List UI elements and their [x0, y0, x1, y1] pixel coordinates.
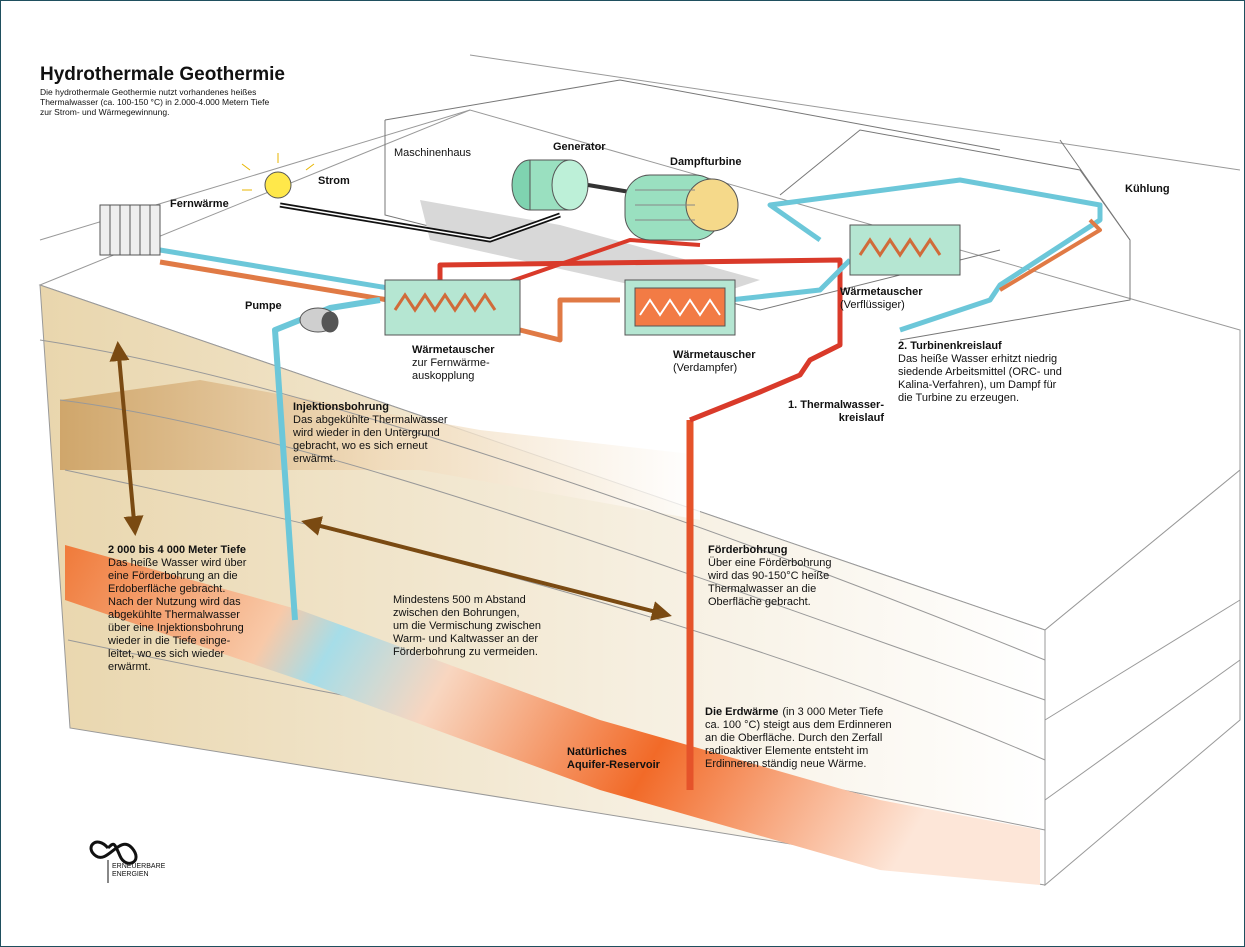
label-line: (Verdampfer)	[673, 362, 737, 374]
logo-line: ERNEUERBARE	[112, 863, 166, 870]
label-line: Das abgekühlte Thermalwasser	[293, 414, 448, 426]
label-line: ca. 100 °C) steigt aus dem Erdinneren	[705, 719, 892, 731]
label-line: Das heiße Wasser wird über	[108, 557, 247, 569]
radiator	[100, 205, 160, 255]
label-line: wird wieder in den Untergrund	[292, 427, 440, 439]
label-line: um die Vermischung zwischen	[393, 620, 541, 632]
diagram: ERNEUERBAREENERGIEN Hydrothermale Geothe…	[0, 0, 1245, 947]
heat-exchanger	[385, 280, 520, 335]
label: Generator	[553, 141, 606, 153]
label-title: Fernwärme	[170, 198, 229, 210]
label-line: Über eine Förderbohrung	[708, 557, 832, 569]
label-line: wieder in die Tiefe einge-	[107, 635, 231, 647]
label-title: Kühlung	[1125, 183, 1170, 195]
heat-exchanger	[850, 225, 960, 275]
label-title: Förderbohrung	[708, 544, 787, 556]
label-title: Injektionsbohrung	[293, 401, 389, 413]
label-title: Pumpe	[245, 300, 282, 312]
label: Fernwärme	[170, 198, 229, 210]
description: Thermalwasser (ca. 100-150 °C) in 2.000-…	[40, 97, 270, 107]
label-title: Wärmetauscher	[673, 349, 756, 361]
label-title: Die Erdwärme	[705, 706, 778, 718]
label-line: leitet, wo es sich wieder	[108, 648, 224, 660]
label: Dampfturbine	[670, 156, 742, 168]
label: Strom	[318, 175, 350, 187]
label-line: zwischen den Bohrungen,	[393, 607, 520, 619]
label-line: kreislauf	[839, 412, 885, 424]
label-line: zur Fernwärme-	[412, 357, 490, 369]
label-line: Aquifer-Reservoir	[567, 759, 661, 771]
label-title: Strom	[318, 175, 350, 187]
label-line: Thermalwasser an die	[708, 583, 816, 595]
label: Pumpe	[245, 300, 282, 312]
label-line: über eine Injektionsbohrung	[108, 622, 244, 634]
label-line: radioaktiver Elemente entsteht im	[705, 745, 868, 757]
label-title: 1. Thermalwasser-	[788, 399, 884, 411]
label-line: erwärmt.	[108, 661, 151, 673]
label-line: Nach der Nutzung wird das	[108, 596, 241, 608]
label-line: Warm- und Kaltwasser an der	[393, 633, 538, 645]
logo-line: ENERGIEN	[112, 871, 149, 878]
label-line: an die Oberfläche. Durch den Zerfall	[705, 732, 882, 744]
label-line: Erdinneren ständig neue Wärme.	[705, 758, 866, 770]
label-line: Das heiße Wasser erhitzt niedrig	[898, 353, 1057, 365]
label-line: Erdoberfläche gebracht.	[108, 583, 225, 595]
label-line: Mindestens 500 m Abstand	[393, 594, 526, 606]
label-title: Natürliches	[567, 746, 627, 758]
description: zur Strom- und Wärmegewinnung.	[40, 107, 169, 117]
label-line: (in 3 000 Meter Tiefe	[782, 706, 883, 718]
label-line: auskopplung	[412, 370, 474, 382]
label-line: abgekühlte Thermalwasser	[108, 609, 240, 621]
label-line: Oberfläche gebracht.	[708, 596, 811, 608]
label-title: 2 000 bis 4 000 Meter Tiefe	[108, 544, 246, 556]
label-line: gebracht, wo es sich erneut	[293, 440, 428, 452]
label-title: Maschinenhaus	[394, 147, 472, 159]
label: Maschinenhaus	[394, 147, 472, 159]
heat-exchanger	[625, 280, 735, 335]
title: Hydrothermale Geothermie	[40, 64, 285, 85]
label-line: Förderbohrung zu vermeiden.	[393, 646, 538, 658]
label-title: Wärmetauscher	[412, 344, 495, 356]
label-title: Generator	[553, 141, 606, 153]
label-title: 2. Turbinenkreislauf	[898, 340, 1002, 352]
label-title: Dampfturbine	[670, 156, 742, 168]
label-line: die Turbine zu erzeugen.	[898, 392, 1019, 404]
label-line: eine Förderbohrung an die	[108, 570, 238, 582]
label-line: (Verflüssiger)	[840, 299, 905, 311]
label-line: wird das 90-150°C heiße	[707, 570, 829, 582]
label-line: Kalina-Verfahren), um Dampf für	[898, 379, 1057, 391]
label: Kühlung	[1125, 183, 1170, 195]
label-title: Wärmetauscher	[840, 286, 923, 298]
label-line: siedende Arbeitsmittel (ORC- und	[898, 366, 1062, 378]
label-line: erwärmt.	[293, 453, 336, 465]
description: Die hydrothermale Geothermie nutzt vorha…	[40, 87, 256, 97]
